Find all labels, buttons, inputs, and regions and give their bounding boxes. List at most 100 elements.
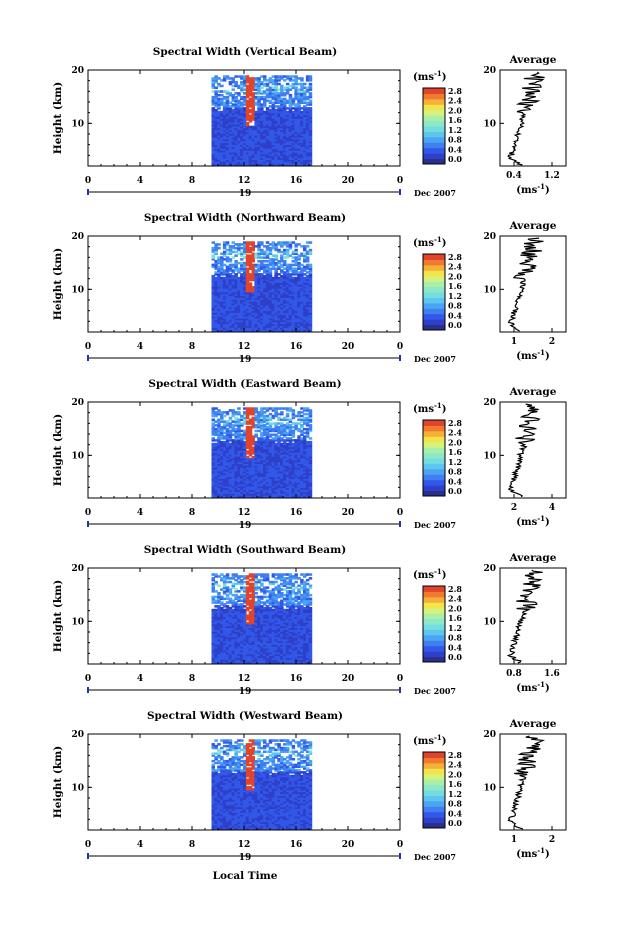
- heat-cell: [285, 470, 290, 474]
- heat-cell: [308, 482, 313, 485]
- heat-cell: [300, 286, 304, 289]
- x-tick-label: 16: [290, 176, 303, 186]
- heat-cell: [277, 463, 281, 466]
- heat-cell: [214, 495, 218, 498]
- heat-cell: [248, 150, 253, 153]
- heat-cell: [285, 321, 290, 325]
- heat-cell: [220, 140, 224, 144]
- heat-cell: [257, 136, 261, 140]
- heat-cell: [305, 284, 310, 287]
- heat-cell: [308, 450, 313, 453]
- heat-cell: [297, 325, 301, 328]
- heat-cell: [225, 258, 230, 261]
- heat-cell: [274, 274, 278, 278]
- heat-cell: [231, 442, 235, 446]
- heat-cell: [220, 634, 224, 638]
- panel-title: Spectral Width (Eastward Beam): [148, 378, 341, 390]
- heat-cell: [263, 157, 267, 160]
- heat-cell: [300, 254, 304, 257]
- heat-cell: [234, 120, 238, 123]
- heat-cell: [297, 459, 301, 463]
- heat-cell: [240, 163, 244, 166]
- heat-cell: [220, 293, 224, 297]
- heat-cell: [285, 114, 290, 117]
- heat-cell: [228, 297, 233, 300]
- heat-cell: [308, 468, 313, 472]
- heat-cell: [245, 150, 250, 153]
- heat-cell: [271, 448, 276, 451]
- heat-cell: [240, 252, 244, 255]
- heat-cell: [305, 291, 310, 295]
- heat-cell: [257, 114, 261, 117]
- heat-cell: [268, 261, 273, 265]
- heat-cell: [297, 317, 301, 321]
- heat-cell: [248, 489, 253, 492]
- heat-cell: [248, 265, 253, 269]
- heat-cell: [211, 651, 215, 655]
- heat-cell: [257, 478, 261, 481]
- heat-cell: [291, 455, 296, 459]
- heat-cell: [280, 250, 284, 254]
- date-label: Dec 2007: [414, 354, 456, 364]
- heat-cell: [245, 129, 250, 132]
- heat-cell: [274, 426, 278, 429]
- heat-cell: [231, 288, 235, 291]
- heat-cell: [308, 88, 313, 91]
- heat-cell: [214, 431, 218, 435]
- average-frame: [499, 235, 567, 333]
- heat-cell: [243, 112, 247, 116]
- heat-cell: [254, 314, 258, 317]
- heat-cell: [257, 312, 261, 315]
- heat-cell: [257, 446, 261, 449]
- heat-cell: [308, 144, 313, 147]
- heat-cell: [294, 482, 298, 485]
- heat-cell: [263, 159, 267, 162]
- heat-cell: [251, 470, 255, 474]
- heat-cell: [277, 312, 281, 315]
- heat-cell: [294, 293, 298, 297]
- heat-cell: [234, 308, 238, 311]
- heat-cell: [245, 123, 250, 127]
- heat-cell: [228, 269, 233, 272]
- heat-cell: [222, 245, 227, 248]
- colorbar-tick-label: 1.6: [448, 447, 462, 457]
- heat-cell: [228, 487, 233, 491]
- heat-cell: [248, 153, 253, 157]
- heat-cell: [268, 327, 273, 330]
- heat-cell: [260, 123, 264, 127]
- heat-cell: [288, 148, 293, 151]
- heat-cell: [297, 103, 301, 106]
- heat-cell: [265, 136, 270, 140]
- heat-cell: [248, 418, 253, 421]
- heat-cell: [214, 325, 218, 328]
- heat-cell: [214, 284, 218, 287]
- heat-cell: [225, 310, 230, 313]
- heat-cell: [271, 260, 276, 263]
- heat-cell: [248, 314, 253, 317]
- heat-cell: [254, 321, 258, 325]
- heat-cell: [214, 116, 218, 119]
- heat-cell: [254, 274, 258, 278]
- heat-cell: [303, 420, 307, 423]
- heat-cell: [234, 470, 238, 474]
- heat-cell: [243, 489, 247, 492]
- heat-cell: [277, 429, 281, 433]
- heat-cell: [305, 155, 310, 159]
- heat-cell: [237, 284, 241, 287]
- heat-cell: [222, 454, 227, 457]
- heat-cell: [271, 153, 276, 157]
- heat-cell: [248, 457, 253, 461]
- heat-cell: [260, 110, 264, 114]
- heat-cell: [294, 448, 298, 451]
- heat-cell: [231, 112, 235, 116]
- heat-cell: [257, 118, 261, 121]
- heat-cell: [240, 461, 244, 464]
- heat-cell: [268, 248, 273, 252]
- heat-cell: [214, 297, 218, 300]
- heat-cell: [280, 92, 284, 95]
- heat-cell: [225, 267, 230, 270]
- heat-cell: [277, 472, 281, 476]
- colorbar-tick-label: 2.8: [448, 418, 462, 428]
- heat-cell: [263, 316, 267, 319]
